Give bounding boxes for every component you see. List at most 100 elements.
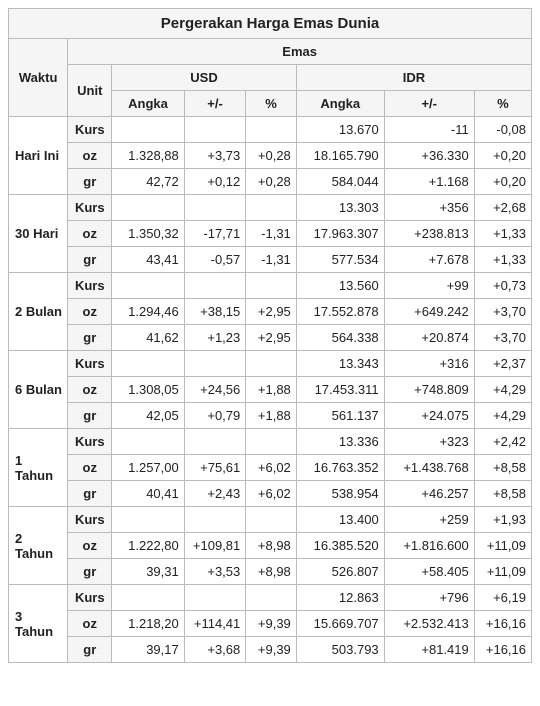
cell-idr_delta: +316 — [384, 351, 474, 377]
table-row: gr43,41-0,57-1,31577.534+7.678+1,33 — [9, 247, 532, 273]
table-row: 6 BulanKurs13.343+316+2,37 — [9, 351, 532, 377]
cell-usd_delta: +109,81 — [184, 533, 246, 559]
cell-idr_angka: 17.552.878 — [296, 299, 384, 325]
cell-idr_pct: -0,08 — [474, 117, 531, 143]
cell-usd_pct: +1,88 — [246, 377, 297, 403]
cell-usd_delta — [184, 429, 246, 455]
cell-usd_angka: 39,31 — [112, 559, 185, 585]
cell-idr_delta: +46.257 — [384, 481, 474, 507]
cell-idr_pct: +1,33 — [474, 221, 531, 247]
cell-usd_angka — [112, 507, 185, 533]
cell-idr_delta: -11 — [384, 117, 474, 143]
cell-idr_angka: 503.793 — [296, 637, 384, 663]
table-row: oz1.308,05+24,56+1,8817.453.311+748.809+… — [9, 377, 532, 403]
cell-idr_angka: 16.385.520 — [296, 533, 384, 559]
period-label: 2 Tahun — [9, 507, 68, 585]
cell-idr_pct: +8,58 — [474, 455, 531, 481]
table-row: gr41,62+1,23+2,95564.338+20.874+3,70 — [9, 325, 532, 351]
unit-cell: Kurs — [68, 351, 112, 377]
cell-idr_angka: 17.963.307 — [296, 221, 384, 247]
col-usd-delta: +/- — [184, 91, 246, 117]
period-label: 1 Tahun — [9, 429, 68, 507]
cell-idr_delta: +238.813 — [384, 221, 474, 247]
col-unit: Unit — [68, 65, 112, 117]
table-header: Pergerakan Harga Emas Dunia Waktu Emas U… — [9, 9, 532, 117]
cell-usd_delta: +3,73 — [184, 143, 246, 169]
cell-usd_angka — [112, 585, 185, 611]
table-body: Hari IniKurs13.670-11-0,08oz1.328,88+3,7… — [9, 117, 532, 663]
cell-idr_delta: +99 — [384, 273, 474, 299]
cell-usd_delta: +3,53 — [184, 559, 246, 585]
cell-usd_delta: -17,71 — [184, 221, 246, 247]
cell-usd_delta: +38,15 — [184, 299, 246, 325]
period-label: 3 Tahun — [9, 585, 68, 663]
cell-usd_delta — [184, 351, 246, 377]
unit-cell: oz — [68, 533, 112, 559]
cell-usd_delta: +0,12 — [184, 169, 246, 195]
cell-usd_delta: -0,57 — [184, 247, 246, 273]
cell-usd_angka: 43,41 — [112, 247, 185, 273]
unit-cell: Kurs — [68, 507, 112, 533]
unit-cell: Kurs — [68, 429, 112, 455]
cell-usd_pct: +6,02 — [246, 455, 297, 481]
cell-idr_pct: +4,29 — [474, 403, 531, 429]
cell-idr_pct: +8,58 — [474, 481, 531, 507]
cell-idr_delta: +356 — [384, 195, 474, 221]
cell-usd_angka: 1.257,00 — [112, 455, 185, 481]
cell-usd_delta: +1,23 — [184, 325, 246, 351]
unit-cell: oz — [68, 299, 112, 325]
cell-usd_pct: +8,98 — [246, 533, 297, 559]
unit-cell: gr — [68, 169, 112, 195]
table-row: gr39,17+3,68+9,39503.793+81.419+16,16 — [9, 637, 532, 663]
cell-idr_angka: 17.453.311 — [296, 377, 384, 403]
table-row: oz1.218,20+114,41+9,3915.669.707+2.532.4… — [9, 611, 532, 637]
col-usd-angka: Angka — [112, 91, 185, 117]
cell-idr_pct: +16,16 — [474, 637, 531, 663]
table-row: gr42,05+0,79+1,88561.137+24.075+4,29 — [9, 403, 532, 429]
cell-idr_delta: +1.168 — [384, 169, 474, 195]
cell-usd_delta — [184, 195, 246, 221]
col-idr-pct: % — [474, 91, 531, 117]
cell-idr_delta: +748.809 — [384, 377, 474, 403]
unit-cell: oz — [68, 611, 112, 637]
cell-idr_angka: 564.338 — [296, 325, 384, 351]
table-row: 2 BulanKurs13.560+99+0,73 — [9, 273, 532, 299]
cell-idr_angka: 584.044 — [296, 169, 384, 195]
cell-usd_delta — [184, 585, 246, 611]
cell-idr_delta: +1.438.768 — [384, 455, 474, 481]
cell-idr_pct: +1,93 — [474, 507, 531, 533]
cell-usd_angka: 42,05 — [112, 403, 185, 429]
cell-idr_delta: +7.678 — [384, 247, 474, 273]
cell-idr_delta: +20.874 — [384, 325, 474, 351]
cell-idr_pct: +11,09 — [474, 559, 531, 585]
unit-cell: Kurs — [68, 585, 112, 611]
cell-usd_pct: -1,31 — [246, 221, 297, 247]
cell-usd_angka — [112, 351, 185, 377]
cell-idr_angka: 561.137 — [296, 403, 384, 429]
cell-idr_angka: 16.763.352 — [296, 455, 384, 481]
unit-cell: Kurs — [68, 195, 112, 221]
table-row: 1 TahunKurs13.336+323+2,42 — [9, 429, 532, 455]
cell-idr_pct: +16,16 — [474, 611, 531, 637]
cell-usd_delta: +3,68 — [184, 637, 246, 663]
table-row: oz1.294,46+38,15+2,9517.552.878+649.242+… — [9, 299, 532, 325]
cell-idr_angka: 13.336 — [296, 429, 384, 455]
unit-cell: gr — [68, 559, 112, 585]
cell-usd_pct: +0,28 — [246, 169, 297, 195]
unit-cell: gr — [68, 481, 112, 507]
cell-idr_pct: +2,37 — [474, 351, 531, 377]
cell-usd_angka: 1.294,46 — [112, 299, 185, 325]
cell-usd_pct: +6,02 — [246, 481, 297, 507]
table-row: oz1.257,00+75,61+6,0216.763.352+1.438.76… — [9, 455, 532, 481]
cell-idr_delta: +323 — [384, 429, 474, 455]
table-row: oz1.222,80+109,81+8,9816.385.520+1.816.6… — [9, 533, 532, 559]
unit-cell: oz — [68, 455, 112, 481]
cell-idr_angka: 577.534 — [296, 247, 384, 273]
table-row: 30 HariKurs13.303+356+2,68 — [9, 195, 532, 221]
cell-idr_delta: +58.405 — [384, 559, 474, 585]
cell-usd_pct: +1,88 — [246, 403, 297, 429]
table-row: oz1.350,32-17,71-1,3117.963.307+238.813+… — [9, 221, 532, 247]
col-idr-delta: +/- — [384, 91, 474, 117]
table-title: Pergerakan Harga Emas Dunia — [9, 9, 532, 39]
cell-usd_angka: 42,72 — [112, 169, 185, 195]
